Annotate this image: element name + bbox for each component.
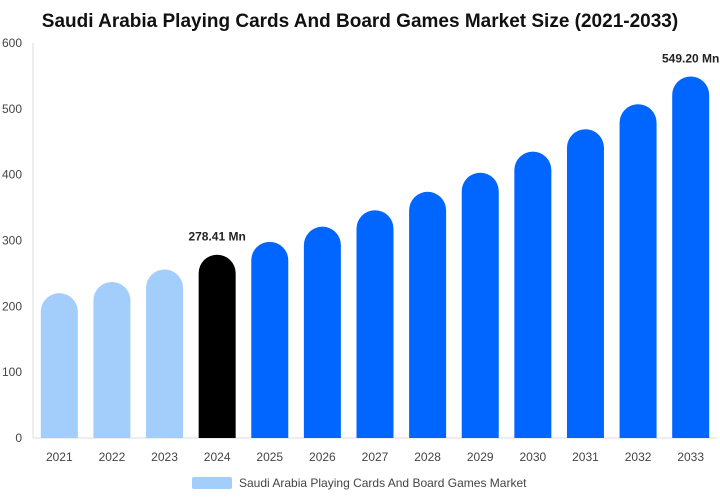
bar-2021 xyxy=(40,293,78,438)
x-tick-label: 2022 xyxy=(99,450,126,464)
chart-title: Saudi Arabia Playing Cards And Board Gam… xyxy=(42,11,678,32)
x-tick-label: 2026 xyxy=(309,450,336,464)
legend-swatch xyxy=(192,477,232,489)
y-tick-label: 400 xyxy=(2,168,22,182)
bar-2028 xyxy=(409,191,447,438)
y-axis: 0 100 200 300 400 500 600 xyxy=(2,36,34,445)
y-tick-label: 500 xyxy=(2,102,22,116)
bar-2031 xyxy=(566,129,604,438)
legend[interactable]: Saudi Arabia Playing Cards And Board Gam… xyxy=(192,476,527,490)
x-tick-label: 2032 xyxy=(625,450,652,464)
bar-2032 xyxy=(619,104,657,438)
bar-2026 xyxy=(303,226,341,438)
data-label-2033: 549.20 Mn xyxy=(662,51,719,65)
y-tick-label: 200 xyxy=(2,299,22,313)
y-tick-label: 600 xyxy=(2,36,22,50)
x-tick-label: 2028 xyxy=(414,450,441,464)
x-tick-label: 2030 xyxy=(519,450,546,464)
x-tick-label: 2027 xyxy=(362,450,389,464)
data-label-2024: 278.41 Mn xyxy=(188,230,245,244)
bar-2027 xyxy=(356,210,394,438)
x-axis: 2021 2022 2023 2024 2025 2026 2027 2028 2029 2030… xyxy=(33,437,717,464)
bar-2024 xyxy=(198,254,236,438)
bar-2029 xyxy=(461,172,499,438)
bar-2033 xyxy=(672,76,710,438)
legend-label: Saudi Arabia Playing Cards And Board Gam… xyxy=(239,476,527,490)
bars xyxy=(40,76,710,438)
bar-2025 xyxy=(251,241,289,438)
x-tick-label: 2023 xyxy=(151,450,178,464)
x-tick-label: 2029 xyxy=(467,450,494,464)
bar-2030 xyxy=(514,151,552,438)
x-tick-label: 2025 xyxy=(256,450,283,464)
y-tick-label: 100 xyxy=(2,365,22,379)
bar-2023 xyxy=(146,269,184,438)
y-tick-label: 0 xyxy=(15,431,22,445)
x-tick-label: 2033 xyxy=(677,450,704,464)
data-labels: 278.41 Mn 549.20 Mn xyxy=(188,51,719,243)
x-tick-label: 2021 xyxy=(46,450,73,464)
x-tick-label: 2031 xyxy=(572,450,599,464)
y-tick-label: 300 xyxy=(2,234,22,248)
bar-2022 xyxy=(93,281,131,438)
x-tick-label: 2024 xyxy=(204,450,231,464)
